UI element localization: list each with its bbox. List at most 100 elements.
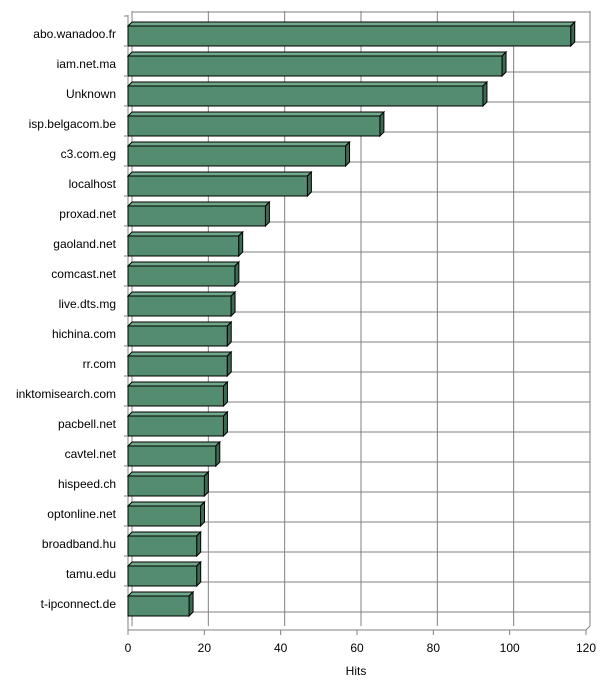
x-tick-label: 0 <box>125 641 132 655</box>
category-label: c3.com.eg <box>61 147 116 161</box>
category-label: inktomisearch.com <box>16 387 116 401</box>
bar-side-face <box>215 440 221 468</box>
bar-front-face <box>127 175 308 197</box>
bar-side-face <box>222 380 228 408</box>
x-tick-label: 20 <box>198 641 212 655</box>
x-tick-label: 80 <box>427 641 441 655</box>
bar-side-face <box>379 110 385 138</box>
bar-front-face <box>127 385 224 407</box>
bar-top-face <box>126 351 233 357</box>
bar-front-face <box>127 55 503 77</box>
bars <box>126 20 576 618</box>
bar-side-face <box>264 200 270 228</box>
x-axis-depth-edge <box>585 625 591 631</box>
bar-front-face <box>127 475 205 497</box>
category-label: cavtel.net <box>65 447 117 461</box>
x-axis: 0 20 40 60 80 100 120 <box>125 625 596 655</box>
bar-top-face <box>126 231 244 237</box>
bar-side-face <box>222 410 228 438</box>
bar-side-face <box>226 320 232 348</box>
bar <box>126 260 241 288</box>
bar-front-face <box>127 355 228 377</box>
x-tick-label: 60 <box>350 641 364 655</box>
bar <box>126 230 244 258</box>
bar-side-face <box>230 290 236 318</box>
bar <box>126 560 202 588</box>
bar-top-face <box>126 531 202 537</box>
bar-top-face <box>126 591 195 597</box>
bar-top-face <box>126 321 233 327</box>
bar-top-face <box>126 471 210 477</box>
bar-front-face <box>127 265 236 287</box>
bar-top-face <box>126 201 271 207</box>
category-label: pacbell.net <box>58 417 117 431</box>
bar-top-face <box>126 291 237 297</box>
bar <box>126 140 351 168</box>
bar-front-face <box>127 205 266 227</box>
bar <box>126 110 386 138</box>
category-label: comcast.net <box>51 267 116 281</box>
category-label: optonline.net <box>47 507 116 521</box>
bar-top-face <box>126 171 313 177</box>
bar-side-face <box>203 470 209 498</box>
bar-front-face <box>127 325 228 347</box>
bar-side-face <box>200 500 206 528</box>
bar-side-face <box>196 530 202 558</box>
bar <box>126 200 271 228</box>
bar-top-face <box>126 81 489 87</box>
category-label: localhost <box>69 177 117 191</box>
bar-front-face <box>127 505 202 527</box>
bar-top-face <box>126 381 229 387</box>
bar <box>126 590 195 618</box>
category-label: iam.net.ma <box>57 57 117 71</box>
bar-side-face <box>482 80 488 108</box>
bar <box>126 20 576 48</box>
category-label: live.dts.mg <box>59 297 116 311</box>
bar <box>126 80 489 108</box>
category-label: broadband.hu <box>42 537 116 551</box>
bar-side-face <box>570 20 576 48</box>
x-tick-label: 40 <box>274 641 288 655</box>
bar-side-face <box>306 170 312 198</box>
bar-top-face <box>126 51 508 57</box>
bar <box>126 350 233 378</box>
bar-front-face <box>127 115 381 137</box>
category-labels: abo.wanadoo.fr iam.net.ma Unknown isp.belga… <box>16 15 128 611</box>
bar-side-face <box>345 140 351 168</box>
x-tick-label: 120 <box>576 641 596 655</box>
bar-front-face <box>127 235 240 257</box>
category-label: hichina.com <box>52 327 116 341</box>
bar <box>126 320 233 348</box>
category-label: proxad.net <box>59 207 116 221</box>
bar <box>126 440 221 468</box>
bar <box>126 290 237 318</box>
bar-front-face <box>127 445 217 467</box>
bar-side-face <box>501 50 507 78</box>
bar-side-face <box>196 560 202 588</box>
bar-top-face <box>126 111 386 117</box>
bar-top-face <box>126 561 202 567</box>
bar-front-face <box>127 295 232 317</box>
category-label: rr.com <box>83 357 116 371</box>
bar-top-face <box>126 441 221 447</box>
bar-top-face <box>126 501 206 507</box>
bar-top-face <box>126 141 351 147</box>
bar-top-face <box>126 411 229 417</box>
x-axis-title: Hits <box>346 664 367 678</box>
category-label: isp.belgacom.be <box>29 117 117 131</box>
bar-front-face <box>127 595 190 617</box>
category-label: abo.wanadoo.fr <box>33 27 116 41</box>
category-label: Unknown <box>66 87 116 101</box>
bar <box>126 410 229 438</box>
bar-front-face <box>127 85 484 107</box>
bar-top-face <box>126 261 241 267</box>
category-label: t-ipconnect.de <box>41 597 117 611</box>
bar-front-face <box>127 415 224 437</box>
bar-front-face <box>127 565 198 587</box>
category-label: gaoland.net <box>53 237 116 251</box>
category-label: tamu.edu <box>66 567 116 581</box>
bar <box>126 170 313 198</box>
bar <box>126 380 229 408</box>
bar <box>126 470 210 498</box>
